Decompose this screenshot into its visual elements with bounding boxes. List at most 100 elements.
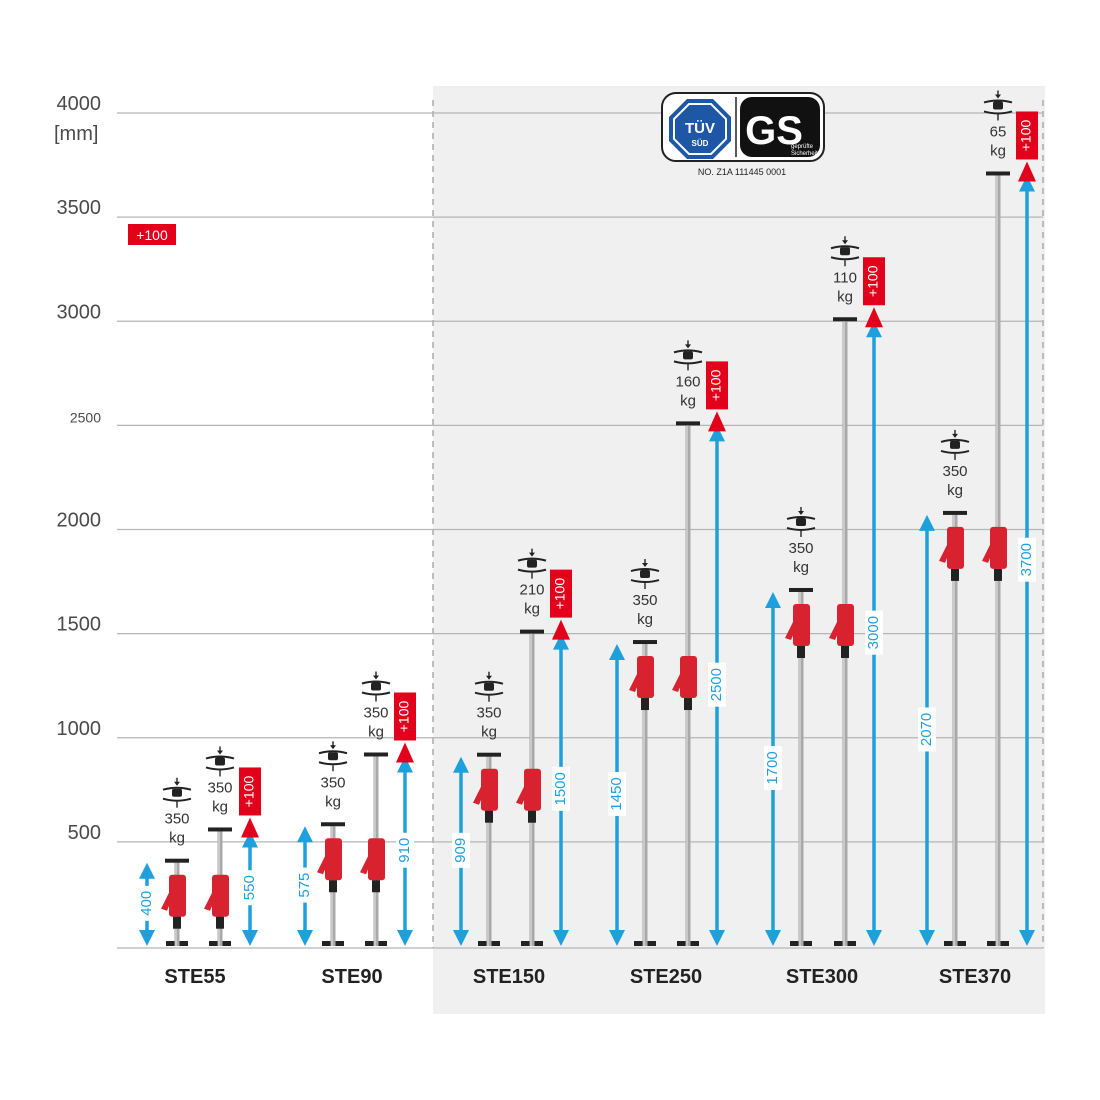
prop-clamp xyxy=(837,603,854,646)
range-label-bg xyxy=(918,707,936,752)
range-label-bg xyxy=(552,766,570,811)
load-arrow-head-icon xyxy=(842,240,848,245)
prop-clamp-lock xyxy=(216,916,224,929)
prop-group-ste55: 400 550 +100 350 kg 350 kg STE55 xyxy=(138,746,261,988)
prop-head xyxy=(321,822,345,827)
range-value-label: 2500 xyxy=(708,668,725,701)
load-value-min: 350 xyxy=(164,811,189,828)
load-plate-icon xyxy=(318,761,348,766)
prop-clamp-lock xyxy=(641,698,649,711)
tuv-octagon-icon xyxy=(669,99,731,159)
prop-clamp-lock xyxy=(797,645,805,658)
load-plate-icon xyxy=(162,786,192,791)
y-tick-label: 2000 xyxy=(57,510,102,532)
prop-clamp-lock xyxy=(485,810,493,823)
extension-arrow-icon xyxy=(552,619,570,640)
range-label-bg xyxy=(865,610,883,655)
extension-badge-text: +100 xyxy=(708,369,724,401)
range-arrow-head-up xyxy=(609,644,625,661)
load-arrow-head-icon xyxy=(217,750,223,755)
range-value-label: 400 xyxy=(138,891,155,916)
load-arrow-head-icon xyxy=(529,552,535,557)
prop-head xyxy=(633,640,657,645)
load-plate-icon xyxy=(474,691,504,696)
extension-badge-text: +100 xyxy=(865,265,881,297)
range-arrow-head-up xyxy=(242,831,258,848)
y-tick-label: 3500 xyxy=(57,197,102,219)
y-tick-label: 500 xyxy=(68,822,101,844)
load-value-max: 210 xyxy=(519,582,544,599)
weight-icon xyxy=(640,570,650,579)
load-arrow-head-icon xyxy=(995,94,1001,99)
load-value-min: 350 xyxy=(942,463,967,480)
load-unit-label: kg xyxy=(524,601,540,618)
extension-arrow-icon xyxy=(241,817,259,838)
weight-icon xyxy=(796,517,806,526)
prop-head xyxy=(364,752,388,757)
range-label-bg xyxy=(1018,537,1036,582)
gridlines xyxy=(117,112,1043,949)
load-arrow-head-icon xyxy=(330,745,336,750)
range-value-label: 1700 xyxy=(764,751,781,784)
load-plate-icon xyxy=(830,245,860,250)
prop-group-ste250: 1450 2500 +100 350 kg 160 kg STE250 xyxy=(608,340,728,988)
load-arrow-head-icon xyxy=(952,433,958,438)
tuv-label: TÜV xyxy=(685,120,715,137)
prop-clamp-handle xyxy=(516,786,528,805)
prop-clamp-lock xyxy=(951,568,959,581)
load-plate-icon xyxy=(630,579,660,584)
product-label: STE55 xyxy=(164,966,225,988)
load-value-min: 350 xyxy=(788,540,813,557)
certification-logo: TÜV SÜD GS geprüfte Sicherheit NO. Z1A 1… xyxy=(661,92,825,177)
prop-head xyxy=(676,421,700,426)
extension-arrow-icon xyxy=(1018,161,1036,182)
extension-arrow-icon xyxy=(396,742,414,763)
product-label: STE150 xyxy=(473,966,545,988)
prop-tube xyxy=(642,644,648,946)
weight-icon xyxy=(215,757,225,766)
prop-clamp-lock xyxy=(684,698,692,711)
load-value-min: 350 xyxy=(320,774,345,791)
range-label-bg xyxy=(764,745,782,790)
range-value-label: 1450 xyxy=(608,777,625,810)
prop-clamp xyxy=(368,838,385,881)
range-label-bg xyxy=(241,870,259,906)
prop-clamp-lock xyxy=(372,880,380,893)
weight-icon xyxy=(993,101,1003,110)
load-value-max: 350 xyxy=(207,779,232,796)
range-label-bg xyxy=(452,832,470,868)
prop-clamp xyxy=(680,656,697,699)
load-value-max: 110 xyxy=(833,269,857,286)
prop-clamp-handle xyxy=(161,892,173,911)
extension-badge-text: +100 xyxy=(241,775,257,807)
range-label-bg xyxy=(608,772,626,817)
prop-clamp-lock xyxy=(173,916,181,929)
load-plate-icon xyxy=(940,438,970,443)
range-arrow-head-up xyxy=(866,321,882,338)
range-value-label: 1500 xyxy=(552,772,569,805)
prop-clamp xyxy=(637,656,654,699)
load-plate-icon xyxy=(630,568,660,572)
gs-mark-icon xyxy=(740,97,820,157)
range-arrow-head-up xyxy=(1019,175,1035,192)
prop-clamp xyxy=(793,603,810,646)
extension-badge xyxy=(706,361,728,410)
prop-head xyxy=(520,629,544,634)
load-plate-icon xyxy=(205,766,235,771)
load-plate-icon xyxy=(162,797,192,802)
range-value-label: 3700 xyxy=(1018,543,1035,576)
prop-clamp xyxy=(481,768,498,811)
extension-badge-text: +100 xyxy=(396,701,412,733)
prop-head xyxy=(789,587,813,592)
range-arrow-head-up xyxy=(397,756,413,773)
extension-arrow-icon xyxy=(865,307,883,328)
prop-tube xyxy=(486,756,492,946)
range-label-bg xyxy=(396,832,414,868)
load-value-min: 350 xyxy=(476,705,501,722)
prop-head xyxy=(165,858,189,863)
prop-clamp-lock xyxy=(329,880,337,893)
range-arrow-head-down xyxy=(709,930,725,946)
range-value-label: 575 xyxy=(296,873,313,898)
range-label-bg xyxy=(138,885,156,921)
load-arrow-head-icon xyxy=(373,675,379,680)
